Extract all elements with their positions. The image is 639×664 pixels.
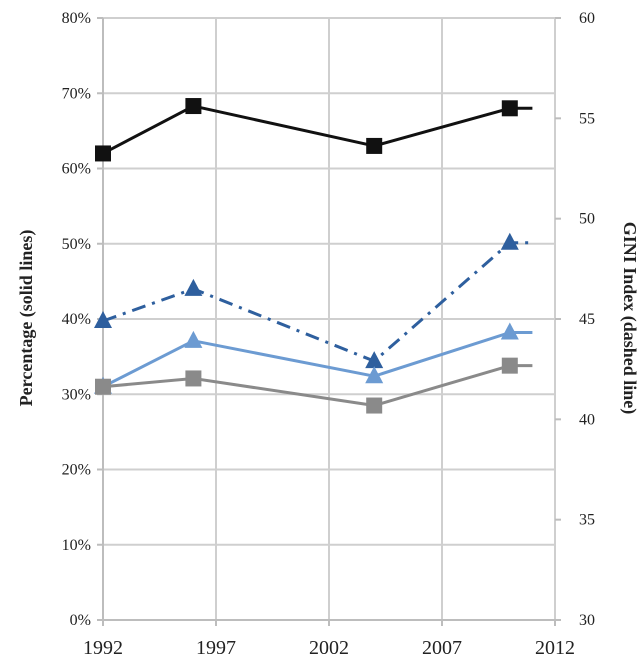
y-left-tick-label: 70% — [62, 85, 91, 102]
series-1-point — [366, 137, 383, 154]
y-right-tick-label: 50 — [579, 211, 595, 228]
x-tick-label: 2012 — [535, 637, 575, 659]
series-1-point — [185, 98, 202, 115]
series-line-4 — [102, 364, 533, 408]
y-left-axis-title: Percentage (solid lines) — [16, 230, 37, 407]
y-right-axis-title: GINI Index (dashed line) — [619, 222, 639, 415]
y-right-tick-label: 35 — [579, 512, 595, 529]
series-3-point — [184, 330, 203, 348]
y-right-tick-label: 30 — [579, 612, 595, 629]
x-tick-label: 2002 — [309, 637, 349, 659]
series-4-point — [366, 397, 383, 414]
y-left-tick-label: 40% — [62, 311, 91, 328]
series — [94, 98, 533, 414]
y-left-tick-label: 20% — [62, 462, 91, 479]
y-left-tick-label: 60% — [62, 161, 91, 178]
series-4-point — [95, 378, 111, 395]
y-left-tick-label: 10% — [62, 537, 91, 554]
series-1-point — [501, 100, 518, 117]
y-right-tick-label: 60 — [579, 10, 595, 27]
series-4-point — [185, 370, 202, 387]
y-left-tick-label: 80% — [62, 10, 91, 27]
y-right-tick-label: 45 — [579, 311, 595, 328]
series-line-1 — [102, 104, 533, 155]
y-left-tick-label: 50% — [62, 236, 91, 253]
series-3-point — [365, 366, 384, 384]
series-2-point — [94, 311, 112, 329]
x-tick-label: 1997 — [196, 637, 236, 659]
y-right-tick-label: 40 — [579, 411, 595, 428]
series-3-point — [500, 322, 519, 340]
series-2-point — [500, 232, 519, 250]
series-2-point — [184, 278, 203, 296]
y-left-tick-label: 30% — [62, 386, 91, 403]
x-tick-label: 1992 — [83, 637, 123, 659]
y-right-tick-label: 55 — [579, 110, 595, 127]
series-4-point — [501, 357, 518, 374]
y-left-tick-label: 0% — [70, 612, 91, 629]
series-2-point — [365, 351, 384, 369]
x-tick-label: 2007 — [422, 637, 462, 659]
series-line-2 — [102, 241, 533, 363]
series-1-point — [95, 145, 111, 162]
gridlines — [103, 17, 556, 620]
